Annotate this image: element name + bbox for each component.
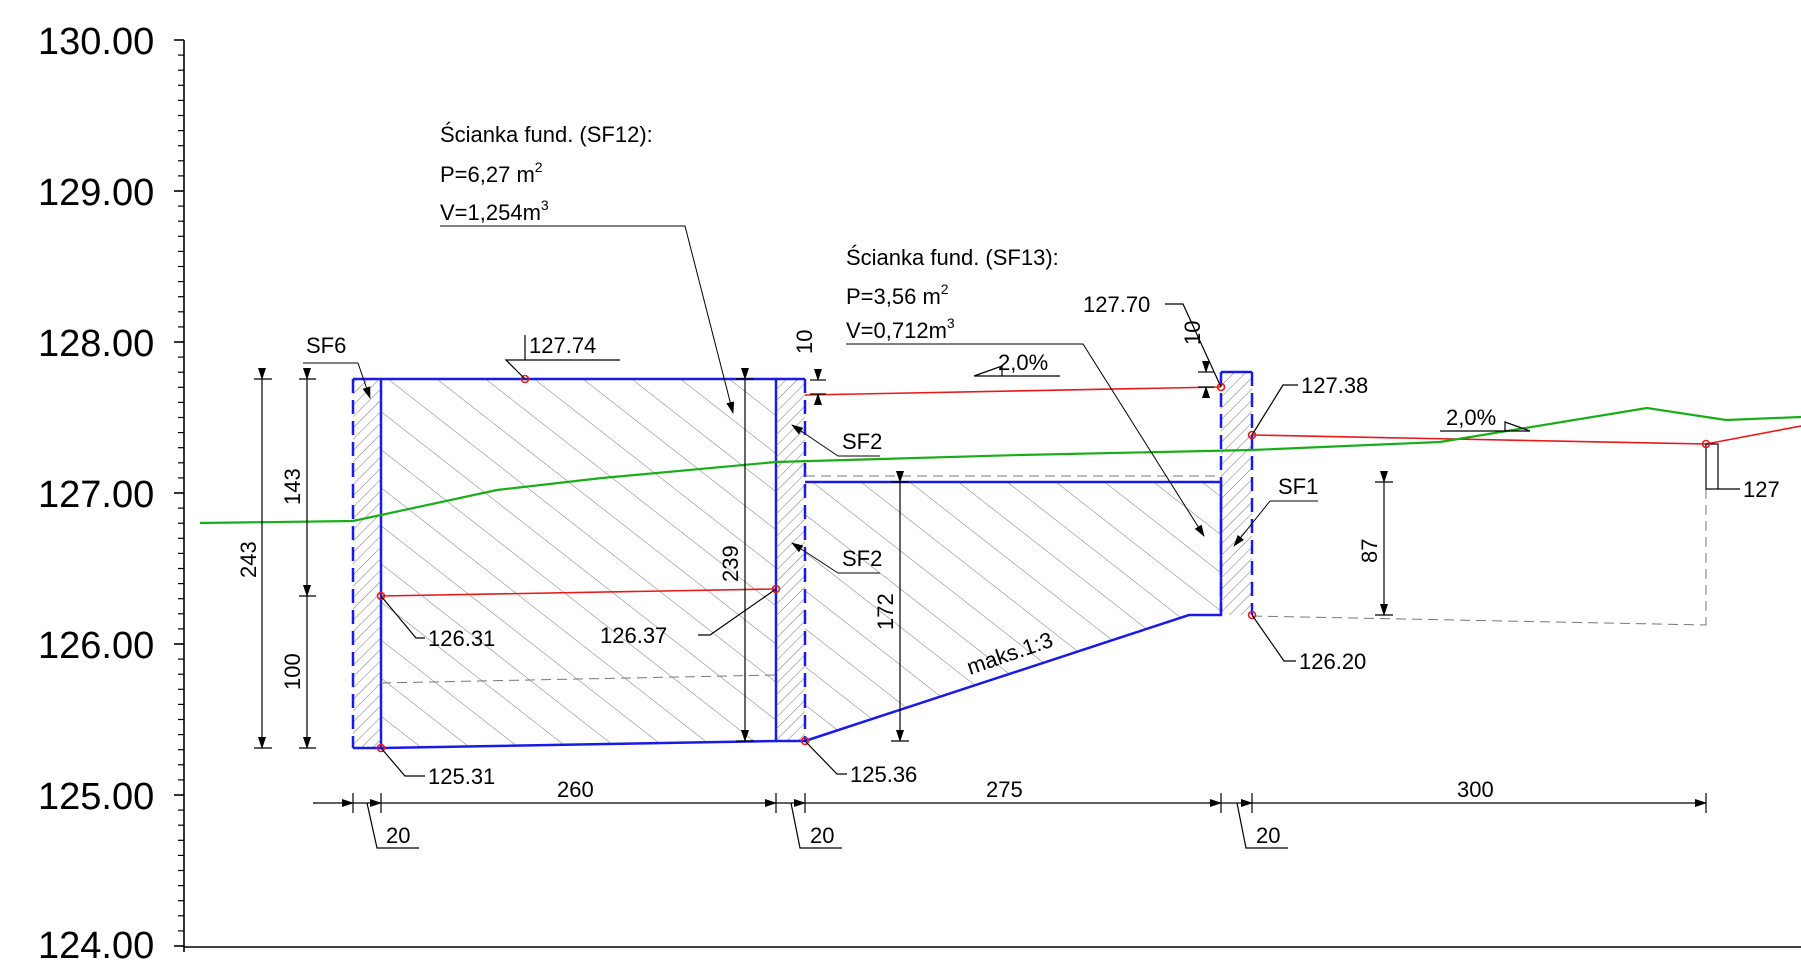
point-127-70	[1216, 382, 1226, 392]
axis-major-ticks	[174, 39, 184, 947]
sf12-leader	[440, 225, 735, 414]
tick-label-129: 129.00	[38, 172, 154, 214]
foundation-sf12	[379, 377, 778, 750]
elev-127-74: 127.74	[529, 333, 596, 358]
tick-label-128: 128.00	[38, 323, 154, 365]
wall-sf6	[351, 377, 381, 750]
sf13-title: Ścianka fund. (SF13):	[846, 245, 1059, 270]
dim-143: 143	[280, 468, 305, 505]
dim-172: 172	[873, 593, 898, 630]
foundation-sf13	[804, 475, 1223, 743]
sf13-volume: V=0,712m3	[846, 315, 955, 343]
dim-10-right: 10	[1180, 321, 1205, 345]
dim-260: 260	[557, 777, 594, 802]
horizontal-dimensions	[313, 793, 1707, 849]
elev-126-31: 126.31	[428, 626, 495, 651]
dim-239: 239	[718, 545, 743, 582]
annotation-sf12: Ścianka fund. (SF12): P=6,27 m2 V=1,254m…	[440, 122, 735, 414]
point-126-37	[771, 584, 781, 594]
sf2-hatch	[776, 379, 805, 741]
elev-126-37: 126.37	[600, 623, 667, 648]
survey-points	[376, 374, 1711, 753]
elev-126-20: 126.20	[1299, 649, 1366, 674]
elev-127-cut: 127	[1743, 477, 1780, 502]
dim-87: 87	[1357, 539, 1382, 563]
label-sf2-bottom: SF2	[842, 546, 882, 571]
dim-10-left: 10	[792, 330, 817, 354]
dim-275: 275	[986, 777, 1023, 802]
axis-minor-ticks	[178, 54, 184, 932]
vertical-dimensions	[254, 361, 1393, 749]
elevation-labels	[380, 303, 1740, 777]
point-127-38	[1247, 430, 1257, 440]
wall-sf1	[1219, 370, 1254, 615]
elevation-axis: 130.00 129.00 128.00 127.00 126.00 125.0…	[38, 21, 1801, 961]
label-sf2-top: SF2	[842, 429, 882, 454]
point-126-20	[1247, 610, 1257, 620]
sf1-hatch	[1221, 372, 1252, 615]
point-127-74	[520, 374, 530, 384]
point-125-31	[376, 743, 386, 753]
label-sf6: SF6	[306, 333, 346, 358]
sf6-hatch	[353, 379, 381, 748]
tick-label-124: 124.00	[38, 925, 154, 961]
terrain-line	[199, 406, 1801, 525]
dim-243: 243	[236, 541, 261, 578]
elev-127-38: 127.38	[1301, 373, 1368, 398]
point-125-36	[800, 736, 810, 746]
point-right	[1701, 439, 1711, 449]
slope-marks	[973, 365, 1531, 432]
elev-125-36: 125.36	[850, 762, 917, 787]
dim-20-b: 20	[810, 823, 834, 848]
slope-label-1: 2,0%	[998, 350, 1048, 375]
sf13-hatch	[805, 482, 1221, 741]
dim-20-a: 20	[386, 823, 410, 848]
dashed-lines-right	[1251, 489, 1707, 626]
tick-label-130: 130.00	[38, 21, 154, 63]
sf12-hatch	[381, 379, 776, 748]
sf12-volume: V=1,254m3	[440, 197, 549, 225]
dim-300: 300	[1457, 777, 1494, 802]
slope-label-2: 2,0%	[1446, 405, 1496, 430]
annotation-sf13: Ścianka fund. (SF13): P=3,56 m2 V=0,712m…	[846, 245, 1205, 537]
sf13-leader	[846, 343, 1205, 537]
small-rect-right	[1705, 443, 1719, 490]
sf12-title: Ścianka fund. (SF12):	[440, 122, 653, 147]
tick-label-125: 125.00	[38, 776, 154, 818]
design-line-sf12	[380, 588, 777, 597]
tick-label-127: 127.00	[38, 474, 154, 516]
elev-127-70: 127.70	[1083, 292, 1150, 317]
point-126-31	[376, 591, 386, 601]
wall-label-leaders	[303, 362, 1318, 574]
design-line-sf13	[804, 386, 1222, 396]
elev-125-31: 125.31	[428, 764, 495, 789]
dim-100: 100	[280, 653, 305, 690]
sf12-dashed-line	[380, 674, 777, 684]
sf12-area: P=6,27 m2	[440, 159, 543, 187]
tick-label-126: 126.00	[38, 625, 154, 667]
label-sf1: SF1	[1278, 474, 1318, 499]
sf13-area: P=3,56 m2	[846, 281, 949, 309]
wall-sf2	[776, 377, 807, 743]
dim-20-c: 20	[1256, 823, 1280, 848]
